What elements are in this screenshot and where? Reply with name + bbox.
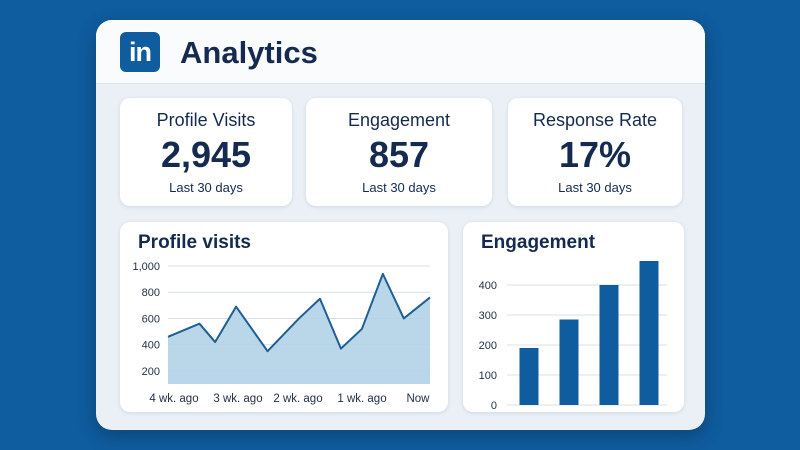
linkedin-logo-icon[interactable]: in bbox=[120, 32, 160, 72]
engagement-chart-card: Engagement 0100200300400LikesSharesComme… bbox=[463, 222, 684, 412]
x-tick-label: 1 wk. ago bbox=[337, 393, 386, 405]
profile-visits-area-chart: 200 400 600 800 1,000 4 wk. ago 3 wk. ago 2 wk.… bbox=[132, 261, 431, 405]
engagement-bar-chart: 0100200300400LikesSharesCommentsMessages bbox=[479, 261, 667, 412]
chart-title: Engagement bbox=[481, 232, 596, 253]
header-bar: in Analytics bbox=[96, 20, 705, 84]
x-tick-label: 4 wk. ago bbox=[149, 393, 198, 405]
stat-period: Last 30 days bbox=[169, 180, 243, 195]
y-tick-label: 400 bbox=[479, 280, 497, 292]
stat-value: 857 bbox=[368, 134, 430, 175]
x-tick-label: 2 wk. ago bbox=[273, 393, 322, 405]
y-tick-label: 200 bbox=[479, 340, 497, 352]
stat-label: Response Rate bbox=[532, 110, 658, 130]
y-tick-label: 1,000 bbox=[132, 261, 160, 273]
stat-card-engagement: Engagement 857 Last 30 days bbox=[306, 98, 492, 206]
y-tick-label: 100 bbox=[479, 370, 497, 382]
stat-value: 2,945 bbox=[160, 134, 252, 175]
y-tick-label: 800 bbox=[142, 287, 160, 299]
stat-label: Engagement bbox=[347, 110, 451, 130]
y-tick-label: 0 bbox=[491, 400, 497, 412]
analytics-window: in Analytics Profile Visits 2,945 Last 3… bbox=[96, 20, 705, 430]
y-tick-label: 400 bbox=[142, 340, 160, 352]
chart-title: Profile visits bbox=[138, 232, 251, 253]
area-fill bbox=[168, 273, 430, 384]
bar bbox=[599, 285, 619, 405]
bar bbox=[519, 348, 539, 405]
y-tick-label: 200 bbox=[142, 366, 160, 378]
stat-label: Profile Visits bbox=[156, 110, 256, 130]
x-tick-label: Now bbox=[406, 393, 430, 405]
stat-value: 17% bbox=[558, 134, 632, 175]
page-title: Analytics bbox=[180, 35, 318, 70]
x-tick-label: 3 wk. ago bbox=[213, 393, 262, 405]
y-tick-label: 600 bbox=[142, 313, 160, 325]
profile-visits-chart-card: Profile visits 200 400 600 800 1,000 4 wk. ag… bbox=[120, 222, 448, 412]
stat-card-profile-visits: Profile Visits 2,945 Last 30 days bbox=[120, 98, 292, 206]
series-line bbox=[167, 272, 431, 353]
stat-period: Last 30 days bbox=[558, 180, 632, 195]
bar bbox=[639, 261, 659, 405]
bar bbox=[559, 319, 579, 405]
y-tick-label: 300 bbox=[479, 310, 497, 322]
stat-card-response-rate: Response Rate 17% Last 30 days bbox=[508, 98, 682, 206]
stat-period: Last 30 days bbox=[362, 180, 436, 195]
